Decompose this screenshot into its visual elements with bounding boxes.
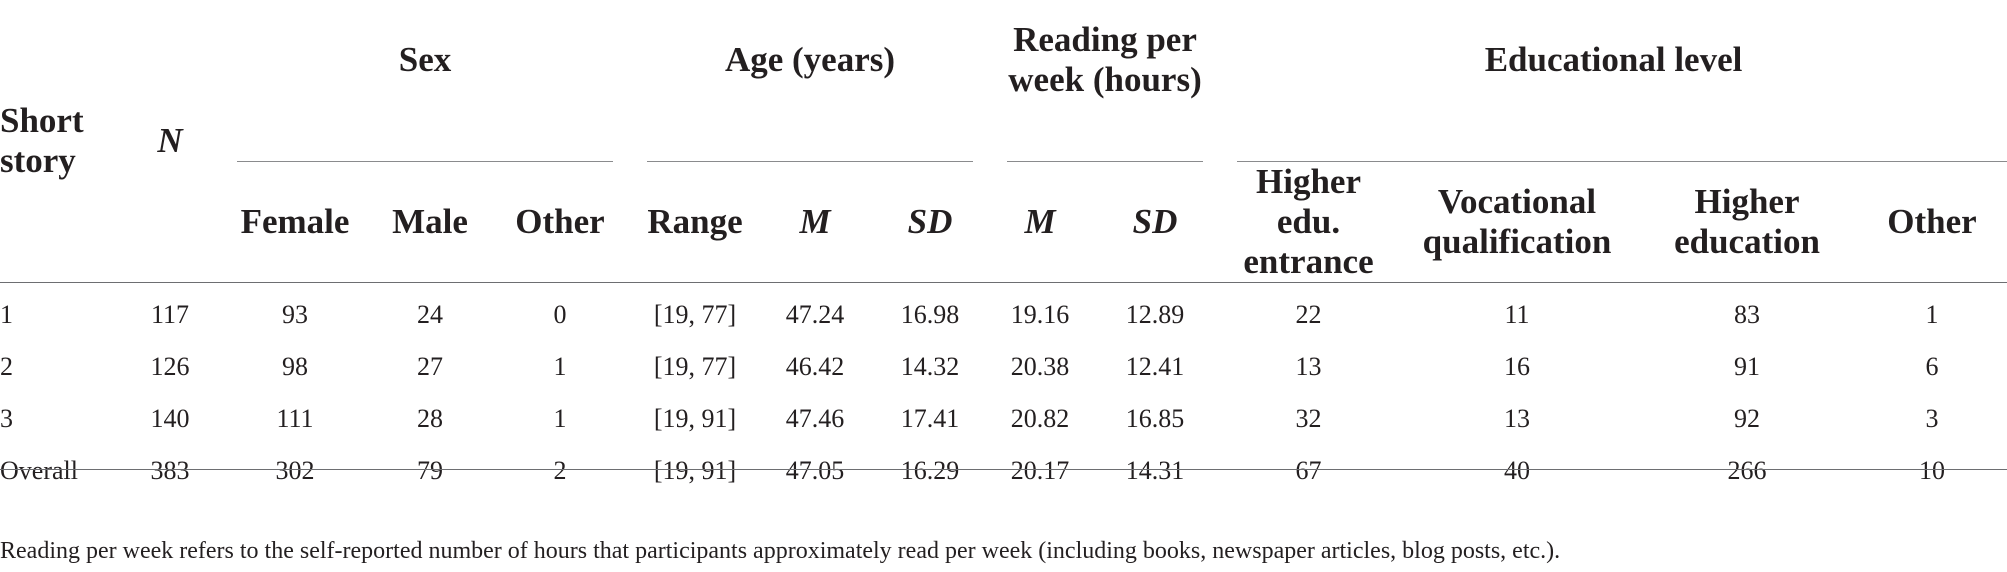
table-bottom-rule: [0, 469, 2007, 470]
header-group-sex: Sex: [220, 0, 630, 162]
header-reading-m: M: [1024, 202, 1056, 241]
table-footnote: Reading per week refers to the self-repo…: [0, 538, 1561, 564]
cell-age-range: [19, 77]: [653, 300, 737, 329]
cell-male: 24: [417, 300, 443, 329]
header-sex-title: Sex: [398, 40, 452, 79]
header-sex-other: Other: [515, 202, 605, 241]
cell-story: 2: [0, 352, 13, 381]
cell-age-m: 46.42: [785, 352, 845, 381]
header-male: Male: [392, 202, 468, 241]
header-edu-higher-label: Higher education: [1674, 182, 1820, 261]
cell-edu-vocational: 13: [1504, 404, 1530, 433]
cell-reading-sd: 14.31: [1125, 456, 1185, 485]
cell-edu-other: 3: [1925, 404, 1939, 433]
cell-age-sd: 17.41: [900, 404, 960, 433]
cell-edu-other: 10: [1919, 456, 1946, 485]
header-education-title: Educational level: [1484, 40, 1743, 79]
cell-female: 302: [275, 456, 315, 485]
header-female: Female: [240, 202, 350, 241]
cell-male: 28: [417, 404, 443, 433]
header-group-reading: Reading per week (hours): [990, 0, 1220, 162]
cell-n: 140: [150, 404, 190, 433]
cell-age-sd: 16.29: [900, 456, 960, 485]
header-sex-rule: [237, 161, 613, 162]
cell-reading-sd: 12.89: [1125, 300, 1185, 329]
cell-age-range: [19, 91]: [653, 404, 737, 433]
table-row: 1 117 93 24 0 [19, 77] 47.24 16.98 19.16…: [0, 283, 2007, 342]
cell-reading-sd: 12.41: [1125, 352, 1185, 381]
demographics-table: Short story N Sex Age (years) Reading pe…: [0, 0, 2007, 506]
header-reading-rule: [1007, 161, 1203, 162]
cell-edu-other: 1: [1925, 300, 1939, 329]
header-edu-entrance: Higher edu. entrance: [1220, 162, 1397, 283]
table-row: Overall 383 302 79 2 [19, 91] 47.05 16.2…: [0, 445, 2007, 505]
cell-edu-vocational: 40: [1504, 456, 1530, 485]
header-age-m: M: [799, 202, 831, 241]
table-body: 1 117 93 24 0 [19, 77] 47.24 16.98 19.16…: [0, 283, 2007, 506]
cell-female: 93: [282, 300, 308, 329]
cell-story: 1: [0, 300, 13, 329]
header-age-range: Range: [647, 202, 743, 241]
cell-age-range: [19, 91]: [653, 456, 737, 485]
cell-edu-higher: 266: [1727, 456, 1767, 485]
cell-sex-other: 0: [553, 300, 567, 329]
cell-story: 3: [0, 404, 13, 433]
header-edu-vocational-label: Vocational qualification: [1422, 182, 1612, 261]
table-header: Short story N Sex Age (years) Reading pe…: [0, 0, 2007, 283]
cell-edu-higher: 91: [1734, 352, 1760, 381]
cell-edu-other: 6: [1925, 352, 1939, 381]
cell-age-m: 47.24: [785, 300, 845, 329]
cell-n: 126: [150, 352, 190, 381]
cell-reading-m: 20.82: [1010, 404, 1070, 433]
header-age-sd: SD: [907, 202, 953, 241]
cell-male: 27: [417, 352, 443, 381]
cell-sex-other: 2: [553, 456, 567, 485]
header-group-row: Short story N Sex Age (years) Reading pe…: [0, 0, 2007, 180]
cell-female: 111: [276, 404, 314, 433]
cell-age-range: [19, 77]: [653, 352, 737, 381]
cell-female: 98: [282, 352, 308, 381]
header-reading-title: Reading per week (hours): [1008, 20, 1202, 99]
cell-n: 383: [150, 456, 190, 485]
header-short-story: Short story: [0, 101, 84, 180]
cell-edu-vocational: 11: [1504, 300, 1530, 329]
header-education-rule: [1237, 161, 2007, 162]
cell-age-sd: 14.32: [900, 352, 960, 381]
header-age-title: Age (years): [724, 40, 896, 79]
header-group-education: Educational level: [1220, 0, 2007, 162]
cell-reading-m: 20.17: [1010, 456, 1070, 485]
cell-story: Overall: [0, 456, 78, 485]
cell-edu-entrance: 13: [1295, 352, 1322, 381]
cell-age-m: 47.05: [785, 456, 845, 485]
header-reading-sd: SD: [1132, 202, 1178, 241]
cell-edu-vocational: 16: [1504, 352, 1530, 381]
cell-age-sd: 16.98: [900, 300, 960, 329]
cell-n: 117: [150, 300, 190, 329]
header-edu-other: Other: [1887, 202, 1977, 241]
demographics-table-wrapper: Short story N Sex Age (years) Reading pe…: [0, 0, 2007, 506]
header-group-age: Age (years): [630, 0, 990, 162]
header-sub-row: Female Male Other Range M SD M SD Higher…: [0, 162, 2007, 283]
header-edu-higher: Higher education: [1637, 162, 1857, 283]
header-edu-entrance-label: Higher edu. entrance: [1243, 162, 1374, 281]
cell-sex-other: 1: [553, 404, 567, 433]
table-row: 2 126 98 27 1 [19, 77] 46.42 14.32 20.38…: [0, 341, 2007, 393]
cell-age-m: 47.46: [785, 404, 845, 433]
table-row: 3 140 111 28 1 [19, 91] 47.46 17.41 20.8…: [0, 393, 2007, 445]
cell-edu-entrance: 32: [1295, 404, 1322, 433]
cell-edu-entrance: 67: [1295, 456, 1322, 485]
cell-reading-m: 19.16: [1010, 300, 1070, 329]
cell-male: 79: [417, 456, 443, 485]
cell-sex-other: 1: [553, 352, 567, 381]
header-age-rule: [647, 161, 973, 162]
header-edu-vocational: Vocational qualification: [1397, 162, 1637, 283]
cell-edu-entrance: 22: [1295, 300, 1322, 329]
cell-edu-higher: 92: [1734, 404, 1760, 433]
cell-reading-m: 20.38: [1010, 352, 1070, 381]
header-n: N: [157, 121, 183, 160]
cell-edu-higher: 83: [1734, 300, 1760, 329]
cell-reading-sd: 16.85: [1125, 404, 1185, 433]
